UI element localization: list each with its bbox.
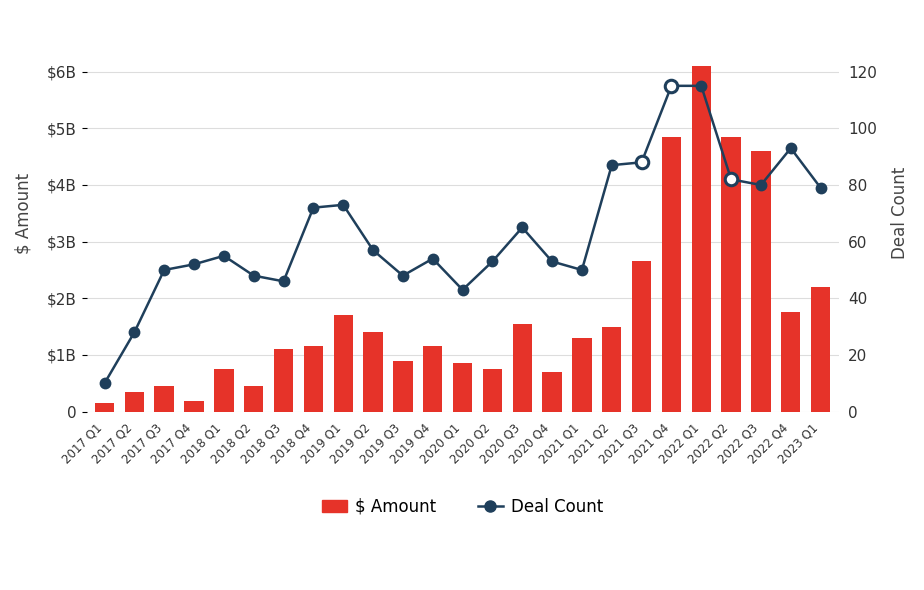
Bar [95,403,115,412]
Bar [274,349,293,412]
Bar [214,369,234,412]
Bar [125,392,144,412]
Bar [781,313,800,412]
Bar [334,315,353,412]
Bar [722,137,741,412]
Bar [482,369,502,412]
Bar [602,327,622,412]
Y-axis label: Deal Count: Deal Count [891,167,909,260]
Bar [304,346,323,412]
Bar [662,137,681,412]
Bar [542,372,562,412]
Bar [691,66,711,412]
Bar [363,332,383,412]
Bar [453,363,472,412]
Bar [423,346,443,412]
Bar [394,360,413,412]
Bar [751,151,771,412]
Bar [632,261,651,412]
Bar [154,386,174,412]
Y-axis label: $ Amount: $ Amount [15,173,33,254]
Bar [811,287,831,412]
Bar [572,338,591,412]
Bar [244,386,263,412]
Bar [184,401,203,412]
Bar [513,324,532,412]
Legend: $ Amount, Deal Count: $ Amount, Deal Count [315,491,610,522]
